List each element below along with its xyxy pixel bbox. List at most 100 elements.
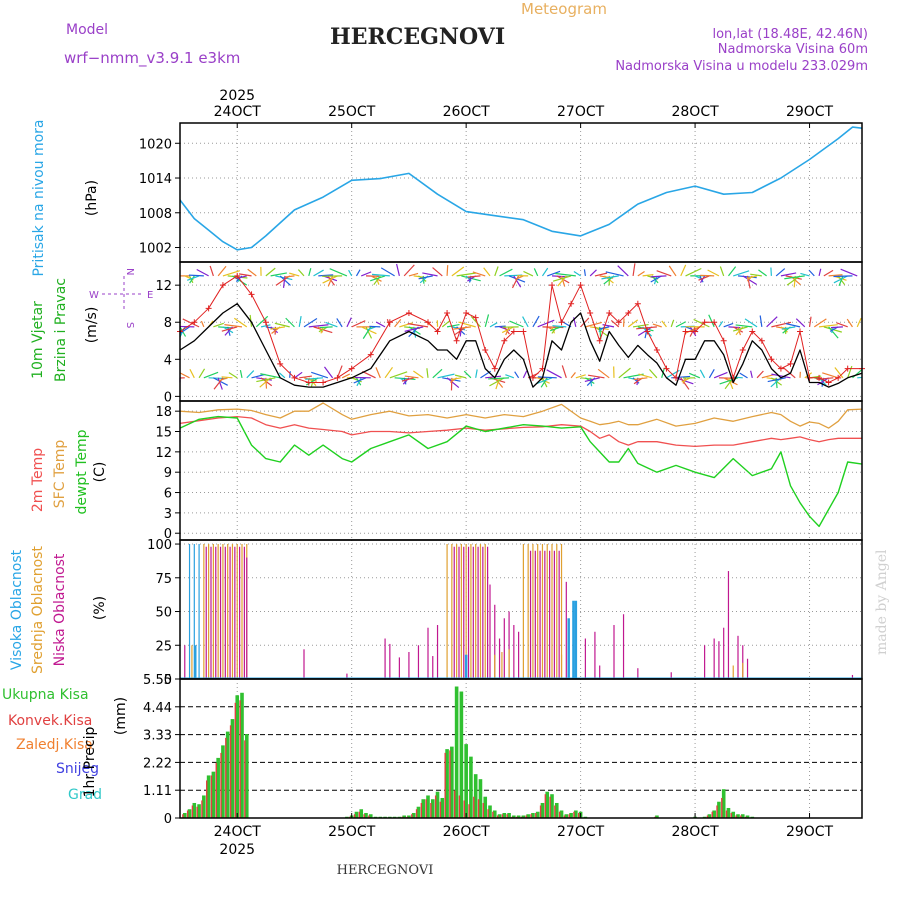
- wind-title-1: 10m Vjetar: [30, 301, 46, 379]
- wind-gust-marker: [568, 301, 574, 307]
- precip-conv-bar: [449, 750, 450, 818]
- precip-conv-bar: [549, 797, 550, 818]
- wind-arrow: [796, 319, 804, 327]
- wind-arrow: [210, 266, 213, 276]
- wind-arrow: [584, 269, 585, 276]
- wind-gust-marker: [787, 361, 793, 367]
- y-tick-label: 12: [155, 446, 172, 461]
- y-tick-label: 4: [164, 353, 172, 368]
- precip-conv-bar: [216, 763, 217, 818]
- precip-title: 1hr Precip: [82, 727, 98, 798]
- wind-arrow: [275, 323, 290, 327]
- wind-arrow: [571, 372, 575, 377]
- cloud-title-3: Niska Oblacnost: [52, 553, 68, 666]
- model-name: wrf−nmm_v3.9.1 e3km: [64, 49, 240, 68]
- wind-arrow: [689, 373, 700, 377]
- wind-arrow: [786, 324, 800, 327]
- wind-arrow: [458, 322, 475, 327]
- x-tick-label-bottom: 27OCT: [557, 824, 605, 840]
- wind-arrow: [720, 267, 723, 276]
- wind-gust-marker: [587, 310, 593, 316]
- precip-conv-bar: [435, 795, 436, 818]
- wind-arrow: [547, 370, 562, 378]
- temp-unit: (C): [92, 462, 108, 483]
- y-tick-label: 50: [155, 606, 172, 621]
- wind-arrow: [447, 265, 448, 276]
- x-tick-label-bottom: 28OCT: [671, 824, 719, 840]
- wind-arrow: [285, 276, 295, 277]
- wind-arrow: [484, 268, 490, 276]
- y-tick-label: 5.55: [143, 673, 172, 688]
- precip-conv-bar: [487, 809, 488, 818]
- wind-arrow: [709, 315, 714, 327]
- precip-conv-bar: [421, 803, 422, 818]
- cloud-unit: (%): [92, 596, 108, 620]
- compass-e: E: [147, 290, 153, 301]
- wind-arrow: [299, 316, 301, 327]
- wind-arrow: [422, 273, 437, 276]
- cloud-title-2: Srednja Oblacnost: [30, 546, 46, 674]
- wind-arrow: [447, 325, 459, 327]
- wind-gust-line: [180, 276, 862, 383]
- y-tick-label: 1020: [139, 137, 172, 152]
- y-tick-label: 2.22: [143, 756, 172, 771]
- wind-gust-marker: [797, 329, 803, 335]
- wind-gust-marker: [654, 347, 660, 353]
- grid-lines: [180, 123, 862, 818]
- y-tick-label: 1.11: [143, 784, 172, 799]
- wind-arrow: [515, 372, 519, 378]
- wind-arrow: [633, 325, 649, 327]
- y-tick-label: 18: [155, 405, 172, 420]
- wind-arrow: [347, 318, 351, 327]
- dewpoint-line: [180, 417, 862, 527]
- y-tick-label: 1008: [139, 207, 172, 222]
- panel-frames: [180, 123, 862, 818]
- wind-arrow: [376, 367, 380, 377]
- wind-arrow: [349, 270, 352, 276]
- wind-arrow: [831, 327, 843, 328]
- wind-gust-marker: [482, 347, 488, 353]
- precip-conv-bar: [444, 753, 445, 818]
- wind-gust-marker: [520, 329, 526, 335]
- precip-conv-bar: [721, 798, 722, 818]
- wind-arrow: [381, 268, 394, 276]
- precip-conv-bar: [540, 805, 541, 818]
- wind-arrow: [201, 321, 203, 327]
- wind-gust-marker: [220, 282, 226, 288]
- y-tick-label: 100: [147, 538, 172, 553]
- wind-arrow: [700, 275, 714, 276]
- x-tick-label-bottom: 25OCT: [328, 824, 376, 840]
- y-tick-label: 0: [164, 390, 172, 405]
- wind-arrow: [781, 273, 796, 276]
- precip-conv-bar: [554, 805, 555, 818]
- wind-arrow: [197, 269, 209, 275]
- wind-unit: (m/s): [84, 307, 100, 344]
- wind-arrow: [427, 368, 428, 378]
- precip-conv-bar: [425, 799, 426, 818]
- compass-n: N: [124, 268, 135, 275]
- footer-station: HERCEGNOVI: [337, 863, 434, 878]
- y-tick-label: 75: [155, 572, 172, 587]
- wind-arrow: [189, 275, 204, 276]
- y-tick-label: 12: [155, 279, 172, 294]
- sfc-temp-line: [180, 403, 862, 428]
- wind-arrow: [809, 270, 814, 276]
- y-tick-label: 4.44: [143, 701, 172, 716]
- wind-arrow: [218, 266, 226, 276]
- wind-arrow: [653, 324, 662, 327]
- watermark: made by Angel: [874, 549, 890, 655]
- wind-arrow: [686, 269, 702, 276]
- temp-title-2: SFC Temp: [52, 440, 68, 509]
- precip-conv-bar: [201, 800, 202, 818]
- y-tick-label: 25: [155, 639, 172, 654]
- wind-arrow: [657, 271, 672, 276]
- wind-arrow: [841, 269, 858, 276]
- precip-conv-bar: [454, 790, 455, 818]
- wind-arrow: [495, 267, 498, 276]
- wind-arrow: [397, 264, 400, 276]
- wind-arrow: [352, 321, 366, 327]
- x-tick-label-bottom: 29OCT: [786, 824, 834, 840]
- legend-conv: Konvek.Kisa: [8, 713, 92, 729]
